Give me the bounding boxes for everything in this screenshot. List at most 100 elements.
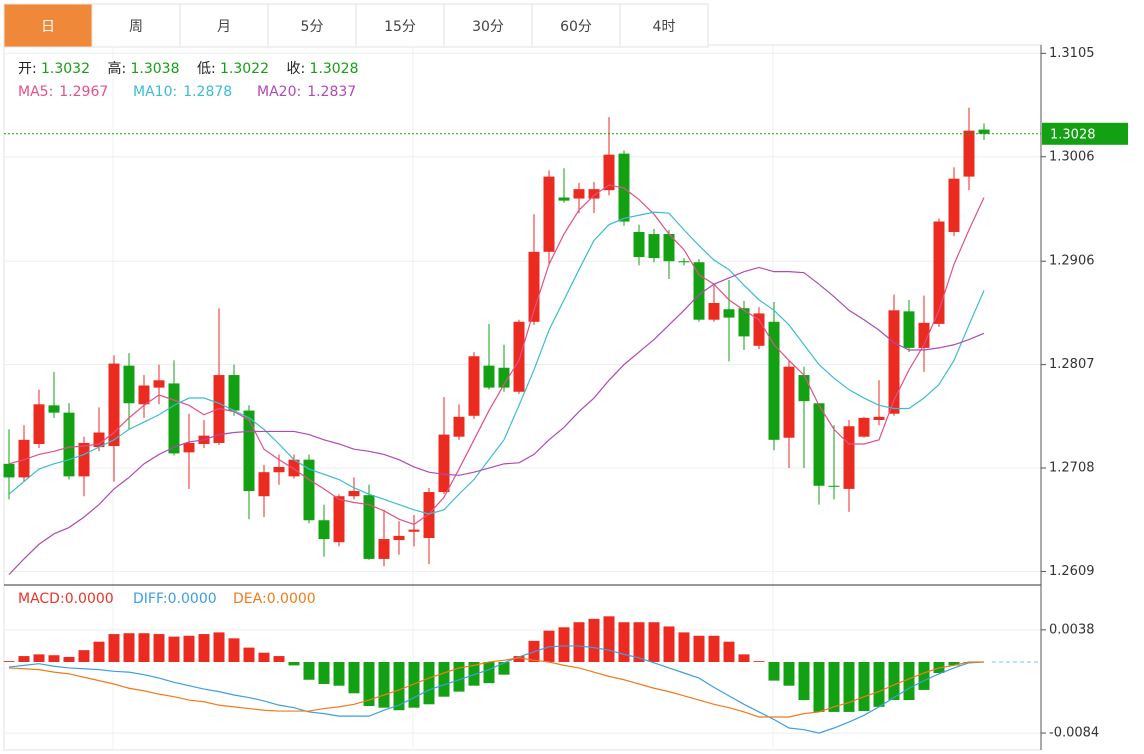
candle-body — [498, 367, 510, 388]
macd-bar — [393, 662, 405, 711]
macd-bar — [273, 656, 285, 662]
candle-body — [318, 520, 330, 540]
tab[interactable]: 15分 — [355, 3, 445, 48]
ma-readout: MA10: 1.2878 — [133, 84, 232, 100]
candle-body — [348, 490, 360, 497]
macd-bar — [303, 662, 315, 680]
tab-box[interactable] — [531, 3, 621, 48]
tab[interactable]: 月 — [179, 3, 269, 48]
tab-box[interactable] — [3, 3, 93, 48]
tab[interactable]: 60分 — [531, 3, 621, 48]
candle-body — [18, 439, 30, 478]
candle-body — [93, 432, 105, 448]
macd-bar — [318, 662, 330, 684]
macd-readout: MACD:0.0000 — [18, 591, 114, 607]
ma-readout: MA5: 1.2967 — [18, 84, 108, 100]
candle-body — [933, 221, 945, 324]
readout-name: MA10: — [133, 84, 177, 100]
macd-bar — [63, 656, 75, 662]
tab-label[interactable]: 30分 — [472, 19, 504, 35]
candle-body — [798, 375, 810, 402]
candle-body — [573, 189, 585, 199]
candle-body — [603, 154, 615, 191]
candle-body — [813, 403, 825, 486]
candle-body — [423, 492, 435, 538]
tab-box[interactable] — [91, 3, 181, 48]
tab-label[interactable]: 15分 — [384, 19, 416, 35]
macd-bar — [228, 638, 240, 662]
tab-box[interactable] — [355, 3, 445, 48]
y-tick-label: 1.3105 — [1049, 46, 1095, 61]
macd-bar — [33, 654, 45, 662]
plot — [3, 107, 1041, 734]
macd-bar — [558, 627, 570, 662]
candle-body — [738, 308, 750, 337]
grid — [4, 52, 1041, 734]
candle-body — [78, 442, 90, 477]
candle-body — [63, 412, 75, 477]
candle-body — [168, 383, 180, 454]
macd-bar — [3, 661, 15, 662]
y-tick-label: 0.0038 — [1049, 622, 1095, 637]
ma-line — [8, 266, 985, 575]
candle-body — [288, 459, 300, 477]
tab[interactable]: 4时 — [619, 3, 709, 48]
macd-bar — [588, 618, 600, 662]
candle-body — [543, 176, 555, 252]
macd-bar — [618, 622, 630, 662]
candle-body — [708, 302, 720, 320]
y-tick-label: 1.2807 — [1049, 357, 1095, 372]
last-price-tag — [1042, 122, 1128, 145]
tab-label[interactable]: 5分 — [301, 19, 324, 35]
tab[interactable]: 日 — [3, 3, 93, 48]
candle-body — [273, 466, 285, 473]
tab[interactable]: 周 — [91, 3, 181, 48]
candle-body — [123, 365, 135, 404]
candle-body — [888, 310, 900, 414]
macd-bar — [288, 662, 300, 666]
candle-body — [918, 322, 930, 348]
tab-label[interactable]: 60分 — [560, 19, 592, 35]
tab-label[interactable]: 周 — [129, 19, 143, 35]
candle-body — [468, 356, 480, 416]
candle-body — [558, 197, 570, 201]
readout-name: DEA: — [233, 591, 267, 607]
candle-body — [678, 261, 690, 263]
tab-box[interactable] — [267, 3, 357, 48]
candle-body — [513, 321, 525, 392]
tab-box[interactable] — [619, 3, 709, 48]
tab[interactable]: 30分 — [443, 3, 533, 48]
candle-body — [588, 189, 600, 199]
readout-name: MACD: — [18, 591, 65, 607]
tab-box[interactable] — [443, 3, 533, 48]
candle-body — [258, 472, 270, 497]
tab-label[interactable]: 4时 — [653, 19, 676, 35]
tab[interactable]: 5分 — [267, 3, 357, 48]
macd-bar — [693, 635, 705, 662]
macd-bar — [708, 635, 720, 662]
tab-label[interactable]: 月 — [217, 19, 231, 35]
overlay: 1.3105 1.3006 1.2906 1.2807 1.2708 1.2609 0.00… — [18, 46, 1128, 741]
candle-body — [108, 363, 120, 447]
macd-bar — [48, 655, 60, 662]
macd-bar — [168, 636, 180, 662]
ohlc-label: 高: — [108, 60, 127, 77]
macd-bar — [78, 650, 90, 662]
macd-bar — [828, 662, 840, 712]
macd-bar — [918, 662, 930, 690]
ohlc-value: 1.3022 — [220, 61, 269, 77]
macd-bar — [363, 662, 375, 706]
macd-bar — [498, 662, 510, 675]
candle-body — [948, 178, 960, 232]
macd-line — [8, 645, 985, 734]
tab-label[interactable]: 日 — [41, 19, 55, 35]
candle-body — [768, 321, 780, 440]
macd-bar — [108, 634, 120, 662]
candle-body — [663, 234, 675, 262]
macd-bar — [93, 641, 105, 662]
macd-readout: DIFF:0.0000 — [133, 591, 217, 607]
readout-value: 1.2967 — [59, 84, 108, 100]
candle-body — [243, 410, 255, 491]
candle-body — [48, 405, 60, 413]
